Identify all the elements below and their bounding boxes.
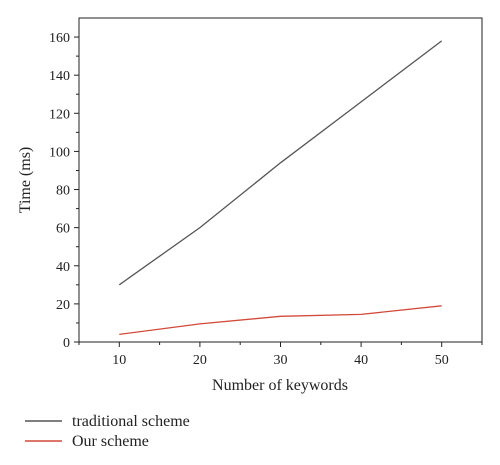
y-tick-label: 0 (63, 336, 70, 351)
y-axis: 0 20 40 60 80 100 120 140 160 (49, 31, 79, 351)
plot-border (78, 17, 483, 343)
x-axis: 10 20 30 40 50 (78, 342, 483, 368)
x-axis-title: Number of keywords (212, 377, 348, 394)
y-axis-title: Time (ms) (17, 147, 34, 214)
y-tick-label: 120 (49, 107, 70, 122)
x-tick-label: 10 (112, 353, 126, 368)
y-tick-label: 40 (56, 260, 70, 275)
x-tick-label: 20 (193, 353, 207, 368)
y-tick-label: 60 (56, 222, 70, 237)
x-tick-label: 40 (354, 353, 368, 368)
series-layer (118, 40, 443, 336)
y-tick-label: 160 (49, 31, 70, 46)
legend: traditional scheme Our scheme (25, 413, 190, 450)
series-line-our-scheme (119, 305, 442, 336)
legend-label: Our scheme (72, 433, 149, 450)
y-tick-label: 20 (56, 298, 70, 313)
y-tick-label: 100 (49, 145, 70, 160)
series-line-traditional-scheme (118, 40, 443, 286)
plot-frame (78, 17, 483, 343)
y-tick-label: 140 (49, 69, 70, 84)
x-tick-label: 30 (274, 353, 288, 368)
x-tick-label: 50 (435, 353, 449, 368)
legend-label: traditional scheme (72, 413, 190, 430)
y-tick-label: 80 (56, 184, 70, 199)
